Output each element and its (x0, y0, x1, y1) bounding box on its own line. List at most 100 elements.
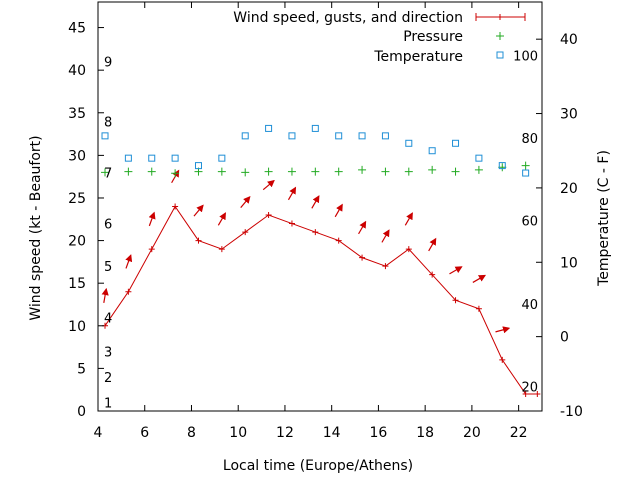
x-tick-label: 16 (370, 425, 388, 441)
y-left-tick-label: 25 (68, 191, 86, 207)
y-right-tick-label: 10 (560, 255, 578, 271)
x-tick-label: 8 (187, 425, 196, 441)
wind-speed-point (125, 288, 132, 295)
wind-direction-arrow (148, 211, 156, 227)
wind-direction-arrow (125, 254, 133, 269)
pressure-point (451, 167, 460, 176)
temperature-point (405, 139, 413, 147)
pressure-point (241, 168, 250, 177)
wind-speed-point (265, 212, 272, 219)
temperature-point (101, 132, 109, 140)
wind-direction-arrow (311, 195, 320, 209)
legend-wind-marker (497, 14, 503, 20)
wind-speed-point (429, 271, 436, 278)
pressure-point (311, 167, 320, 176)
legend: Wind speed, gusts, and direction Pressur… (233, 10, 526, 65)
wind-speed-point (452, 297, 459, 304)
wind-speed-point (288, 220, 295, 227)
pressure-point (287, 167, 296, 176)
temperature-point (498, 162, 506, 170)
wind-direction-arrow (262, 179, 275, 191)
wind-speed-point (335, 237, 342, 244)
temperature-point (218, 154, 226, 162)
wind-speed-point (195, 237, 202, 244)
y-left-tick-label: 20 (68, 234, 86, 250)
beaufort-label: 5 (104, 260, 112, 275)
y-left-tick-label: 45 (68, 21, 86, 37)
pressure-point (381, 167, 390, 176)
wind-speed-point (242, 229, 249, 236)
x-tick-label: 22 (510, 425, 528, 441)
wind-direction-arrow (428, 237, 437, 252)
pressure-point (264, 167, 273, 176)
legend-pressure-label: Pressure (403, 29, 463, 45)
wind-direction-arrow (240, 195, 251, 208)
y-axis-left-label: Wind speed (kt - Beaufort) (28, 135, 44, 320)
wind-speed-point (218, 246, 225, 253)
beaufort-label: 9 (104, 56, 112, 71)
wind-speed-point (359, 254, 366, 261)
temperature-point (148, 154, 156, 162)
wind-direction-arrow (193, 204, 204, 217)
beaufort-label: 3 (104, 345, 112, 360)
wind-direction-arrow (217, 212, 226, 226)
pressure-point (101, 168, 110, 177)
fahrenheit-label: 80 (521, 132, 538, 147)
pressure-point (147, 167, 156, 176)
temperature-point (241, 132, 249, 140)
wind-direction-arrow (449, 266, 463, 275)
temperature-point (265, 124, 273, 132)
y-left-tick-label: 15 (68, 276, 86, 292)
y-left-tick-label: 35 (68, 106, 86, 122)
pressure-point (171, 169, 180, 178)
y-left-tick-label: 10 (68, 319, 86, 335)
wind-direction-arrow (334, 203, 343, 218)
wind-direction-arrow (381, 229, 390, 243)
pressure-point (334, 167, 343, 176)
y-right-tick-label: 40 (560, 32, 578, 48)
legend-temperature-label: Temperature (373, 49, 463, 65)
beaufort-label: 2 (104, 371, 112, 386)
temperature-point (171, 154, 179, 162)
fahrenheit-label: 60 (521, 215, 538, 230)
legend-pressure-marker (496, 32, 504, 40)
pressure-point (124, 167, 133, 176)
beaufort-label: 4 (104, 311, 112, 326)
y-left-tick-label: 5 (77, 361, 86, 377)
wind-speed-point (382, 263, 389, 270)
pressure-point (217, 167, 226, 176)
temperature-point (335, 132, 343, 140)
fahrenheit-label: 20 (521, 380, 538, 395)
y-right-tick-label: 0 (560, 330, 569, 346)
temperature-point (311, 124, 319, 132)
temperature-point (522, 169, 530, 177)
y-right-tick-label: 30 (560, 107, 578, 123)
legend-temperature-marker (496, 51, 504, 59)
pressure-point (474, 165, 483, 174)
beaufort-label: 1 (104, 396, 112, 411)
wind-direction-arrow (495, 326, 511, 334)
pressure-point (428, 165, 437, 174)
wind-speed-point (499, 356, 506, 363)
plot-frame (97, 1, 543, 412)
y-axis-right-label: Temperature (C - F) (596, 150, 612, 287)
beaufort-label: 7 (104, 166, 112, 181)
temperature-point (452, 139, 460, 147)
wind-direction-arrow (472, 274, 487, 283)
pressure-point (358, 165, 367, 174)
wind-speed-point (312, 229, 319, 236)
temperature-point (381, 132, 389, 140)
x-tick-label: 14 (323, 425, 341, 441)
x-tick-label: 12 (276, 425, 294, 441)
y-left-tick-label: 30 (68, 148, 86, 164)
temperature-point (124, 154, 132, 162)
pressure-point (521, 161, 530, 170)
y-right-tick-label: -10 (560, 404, 583, 420)
wind-speed-point (405, 246, 412, 253)
x-tick-label: 6 (140, 425, 149, 441)
wind-direction-arrow (101, 287, 109, 303)
wind-speed-point (534, 390, 541, 397)
y-left-tick-label: 40 (68, 63, 86, 79)
x-tick-label: 4 (94, 425, 103, 441)
